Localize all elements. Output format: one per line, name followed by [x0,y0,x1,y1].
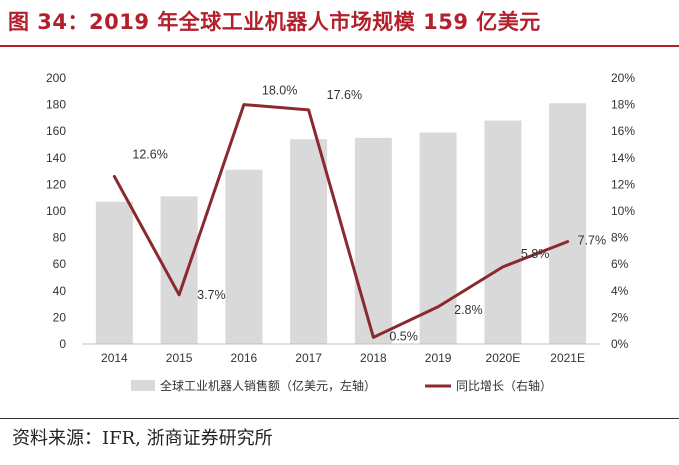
y-right-tick-label: 16% [611,124,635,138]
y-left-tick-label: 40 [53,284,67,298]
legend-bar-label: 全球工业机器人销售额（亿美元，左轴） [160,378,376,393]
legend-line-label: 同比增长（右轴） [456,378,552,393]
x-tick-label: 2018 [360,351,387,365]
y-left-tick-label: 80 [53,231,67,245]
growth-label-2018: 0.5% [389,329,418,343]
y-left-tick-label: 100 [46,204,66,218]
source-divider [0,418,679,419]
y-left-tick-label: 120 [46,177,66,191]
chart: 0 20 40 60 80 100 120 140 160 180 200 0% 2% 4% 6% 8% 10%… [46,71,635,393]
y-left-tick-label: 0 [59,337,66,351]
y-right-tick-label: 20% [611,71,635,85]
bar-2020E [484,120,522,344]
growth-label-2021E: 7.7% [578,234,607,248]
bar-2017 [290,139,328,344]
source-note: 资料来源：IFR, 浙商证券研究所 [12,428,273,449]
y-left-tick-label: 140 [46,151,66,165]
x-tick-label: 2017 [295,351,322,365]
growth-label-2017: 17.6% [327,88,362,102]
x-tick-label: 2020E [486,351,521,365]
y-left-tick-label: 60 [53,257,67,271]
y-right-tick-label: 12% [611,177,635,191]
growth-label-2016: 18.0% [262,84,297,98]
y-left-tick-label: 180 [46,98,66,112]
y-right-tick-label: 18% [611,98,635,112]
y-right-tick-label: 14% [611,151,635,165]
y-right-tick-label: 8% [611,231,629,245]
bar-2014 [95,201,133,344]
x-tick-label: 2016 [231,351,258,365]
growth-label-2019: 2.8% [454,303,483,317]
growth-label-2014: 12.6% [132,147,167,161]
bar-2016 [225,169,263,344]
y-right-tick-label: 6% [611,257,629,271]
x-tick-label: 2015 [166,351,193,365]
title-divider [0,45,679,47]
bar-2018 [354,137,392,344]
y-left-tick-label: 20 [53,310,67,324]
growth-label-2020E: 5.8% [521,247,550,261]
x-tick-label: 2014 [101,351,128,365]
y-left-tick-label: 200 [46,71,66,85]
y-right-tick-label: 0% [611,337,629,351]
chart-title: 图 34：2019 年全球工业机器人市场规模 159 亿美元 [8,10,541,34]
bar-2021E [549,103,587,345]
growth-line [112,103,570,339]
x-tick-label: 2019 [425,351,452,365]
y-left-tick-label: 160 [46,124,66,138]
legend-bar-swatch [131,380,155,391]
x-tick-label: 2021E [550,351,585,365]
y-right-tick-label: 4% [611,284,629,298]
y-right-tick-label: 2% [611,310,629,324]
growth-label-2015: 3.7% [197,288,226,302]
y-right-tick-label: 10% [611,204,635,218]
bar-2019 [419,132,457,344]
